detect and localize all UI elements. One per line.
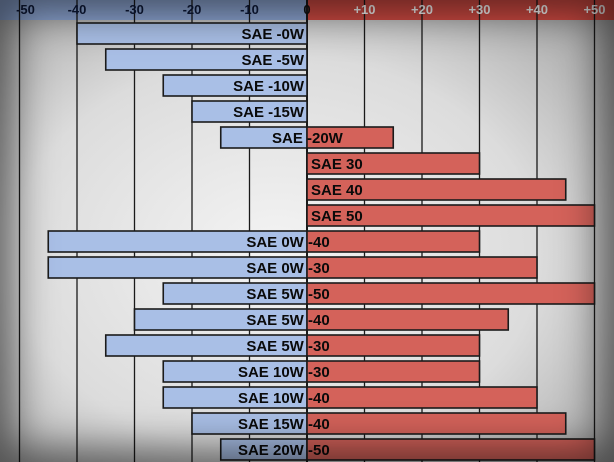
bar-hot-segment: [306, 152, 481, 175]
bar-hot-segment: [306, 178, 567, 201]
bar-label: SAE 0W -40: [246, 234, 329, 251]
bar-hot-segment: [306, 282, 596, 305]
bar-hot-segment: [306, 438, 596, 461]
x-tick-label: +20: [411, 2, 433, 17]
header-cold-band: [0, 0, 307, 20]
bar-label: SAE 40: [311, 182, 363, 199]
bar-label: SAE -20W: [272, 130, 344, 147]
bar-label: SAE -10W: [233, 78, 305, 95]
bar-label: SAE -0W: [241, 26, 304, 43]
bar-hot-segment: [306, 308, 510, 331]
bar-label: SAE 0W -30: [246, 260, 329, 277]
bar-hot-segment: [306, 204, 596, 227]
x-tick-label: +50: [583, 2, 605, 17]
bar-label: SAE 50: [311, 208, 363, 225]
x-tick-label: -40: [68, 2, 87, 17]
x-tick-label: +10: [353, 2, 375, 17]
bar-cold-segment: [191, 100, 308, 123]
x-tick-label: 0: [303, 2, 310, 17]
bar-hot-segment: [306, 360, 481, 383]
x-tick-label: -20: [183, 2, 202, 17]
bar-hot-segment: [306, 386, 538, 409]
x-tick-label: -10: [240, 2, 259, 17]
bar-cold-segment: [162, 74, 308, 97]
bar-label: SAE 30: [311, 156, 363, 173]
bar-label: SAE 5W -30: [246, 338, 329, 355]
x-tick-label: +40: [526, 2, 548, 17]
bar-label: SAE 20W -50: [238, 442, 330, 459]
bar-hot-segment: [306, 230, 481, 253]
bar-hot-segment: [306, 256, 538, 279]
bar-cold-segment: [76, 22, 308, 45]
bar-label: SAE 10W -30: [238, 364, 330, 381]
bar-label: SAE 10W -40: [238, 390, 330, 407]
bar-hot-segment: [306, 412, 567, 435]
x-tick-label: +30: [468, 2, 490, 17]
bar-label: SAE -5W: [241, 52, 304, 69]
x-tick-label: -30: [125, 2, 144, 17]
bar-hot-segment: [306, 126, 395, 149]
bar-cold-segment: [104, 48, 308, 71]
bar-label: SAE 15W -40: [238, 416, 330, 433]
x-tick-label: -50: [16, 2, 35, 17]
bar-label: SAE -15W: [233, 104, 305, 121]
bar-label: SAE 5W -50: [246, 286, 329, 303]
bar-hot-segment: [306, 334, 481, 357]
bar-label: SAE 5W -40: [246, 312, 329, 329]
